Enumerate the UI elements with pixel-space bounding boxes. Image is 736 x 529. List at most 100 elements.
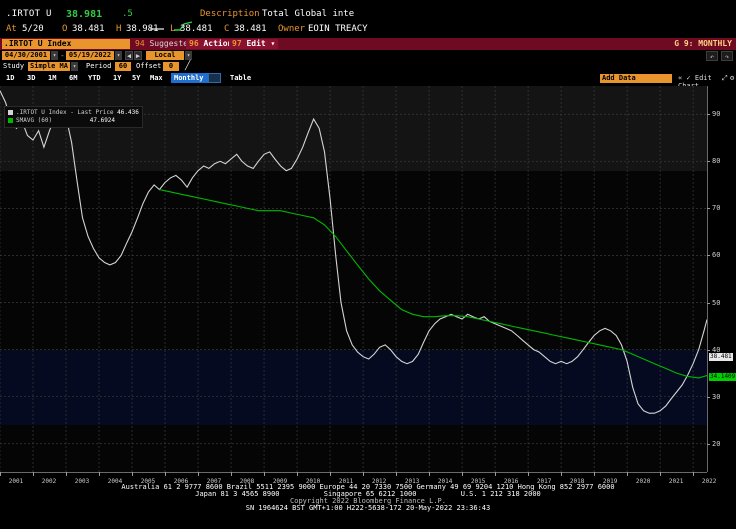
sparkline-icon: [150, 21, 193, 31]
date-axis-tick: [99, 472, 101, 476]
date-axis-label: 2016: [503, 478, 519, 485]
footer-session-info: SN 1964624 BST GMT+1:00 H222-5638-172 20…: [245, 504, 491, 512]
settings-gear-icon[interactable]: ⚙: [730, 74, 735, 82]
security-header: .IRTOT U 38.981 .5 Description Total Glo…: [0, 0, 736, 38]
screen-code-label: G 9: MONTHLY: [674, 39, 732, 48]
edit-number: 97: [232, 39, 242, 48]
table-button[interactable]: Table: [230, 74, 252, 82]
shift-back-button[interactable]: ◀: [125, 51, 133, 60]
range-ytd[interactable]: YTD: [88, 74, 101, 82]
date-axis: 2001 2002 2003 2004 2005 2006 2007 2008 2009 2010…: [0, 472, 736, 494]
chart-series-line: [0, 90, 707, 414]
price-axis-tick: [707, 255, 710, 257]
study-dropdown-icon[interactable]: ▾: [71, 62, 78, 71]
edit-button[interactable]: 97 Edit ▾: [229, 39, 279, 49]
date-axis-tick: [594, 472, 596, 476]
date-axis-tick: [462, 472, 464, 476]
date-axis-label: 2014: [437, 478, 453, 485]
end-date-calendar-icon[interactable]: ▾: [115, 51, 122, 60]
date-axis-label: 2010: [305, 478, 321, 485]
date-axis-tick: [0, 472, 1, 476]
open-label: O: [62, 24, 68, 34]
date-axis-tick: [528, 472, 530, 476]
ticker-symbol: .IRTOT U: [6, 9, 52, 19]
price-axis-label: 40: [712, 345, 721, 354]
redo-icon[interactable]: ↷: [721, 51, 733, 61]
range-1m[interactable]: 1M: [48, 74, 57, 82]
chart-area[interactable]: 20 30 40 50 60 70 80 90 38.481 34.1409: [0, 86, 736, 472]
legend-sma-name: SMAVG (60): [16, 117, 53, 124]
close-value: 38.481: [234, 24, 267, 34]
date-axis-tick: [132, 472, 134, 476]
date-axis-tick: [297, 472, 299, 476]
chart-shaded-band: [0, 86, 707, 171]
range-max[interactable]: Max: [150, 74, 163, 82]
price-axis-label: 90: [712, 110, 721, 119]
legend-swatch-sma: [8, 118, 13, 123]
open-value: 38.481: [72, 24, 105, 34]
date-axis-label: 2001: [8, 478, 24, 485]
price-axis-tick: [707, 302, 710, 304]
date-axis-tick: [231, 472, 233, 476]
date-axis-label: 2017: [536, 478, 552, 485]
chart-svg: [0, 86, 707, 472]
price-axis-label: 70: [712, 204, 721, 213]
range-3d[interactable]: 3D: [27, 74, 36, 82]
date-axis-label: 2019: [602, 478, 618, 485]
footer-australia: Australia 61 2 9777 8600: [121, 483, 223, 491]
price-axis-label: 20: [712, 439, 721, 448]
date-axis-label: 2020: [635, 478, 651, 485]
line-style-icon[interactable]: ╱: [185, 61, 191, 71]
legend-series-meta: Last Price: [77, 109, 114, 116]
price-axis-label: 30: [712, 392, 721, 401]
edit-label: Edit: [246, 39, 266, 48]
toolbar-row-primary: [0, 38, 736, 50]
start-date-calendar-icon[interactable]: ▾: [51, 51, 58, 60]
chart-type-icon[interactable]: [208, 73, 221, 83]
start-date-input[interactable]: 04/30/2001: [2, 51, 50, 60]
chart-plot[interactable]: [0, 86, 707, 472]
range-5y[interactable]: 5Y: [132, 74, 141, 82]
currency-dropdown-icon[interactable]: ▾: [185, 51, 192, 60]
date-axis-label: 2021: [668, 478, 684, 485]
date-axis-label: 2018: [569, 478, 585, 485]
date-axis-label: 2006: [173, 478, 189, 485]
last-price: 38.981: [66, 9, 103, 20]
price-change: .5: [122, 9, 133, 19]
price-axis-line: [707, 86, 708, 472]
shift-forward-button[interactable]: ▶: [134, 51, 142, 60]
range-1d[interactable]: 1D: [6, 74, 15, 82]
period-input[interactable]: 60: [115, 62, 131, 71]
undo-icon[interactable]: ↶: [706, 51, 718, 61]
high-label: H: [116, 24, 122, 34]
date-axis-tick: [660, 472, 662, 476]
add-data-button[interactable]: Add Data: [600, 74, 672, 83]
date-axis-tick: [693, 472, 695, 476]
price-axis-tick: [707, 114, 710, 116]
study-select[interactable]: Simple MA: [28, 62, 70, 71]
end-date-input[interactable]: 05/19/2022: [66, 51, 114, 60]
price-axis-tick: [707, 396, 710, 398]
study-label: Study: [3, 62, 25, 70]
currency-select[interactable]: Local CCY: [146, 51, 184, 68]
period-label: Period: [86, 62, 112, 70]
footer-contacts-line-2: Japan 81 3 4565 8900 Singapore 65 6212 1…: [0, 490, 736, 498]
date-axis-tick: [561, 472, 563, 476]
range-6m[interactable]: 6M: [69, 74, 78, 82]
expand-icon[interactable]: ⤢: [722, 74, 728, 82]
footer-brazil: Brazil 5511 2395 9000: [226, 483, 316, 491]
date-axis-label: 2008: [239, 478, 255, 485]
actions-label: Actions: [203, 39, 238, 48]
ticker-input[interactable]: .IRTOT U Index: [2, 39, 130, 49]
interval-label: Monthly: [174, 74, 204, 82]
security-header-row-quote: .IRTOT U 38.981 .5 Description Total Glo…: [0, 9, 736, 31]
security-header-row-ohlc: At 5/20 O 38.481 H 38.981 L 38.481 C 38.…: [0, 24, 736, 37]
actions-number: 96: [189, 39, 199, 48]
range-1y[interactable]: 1Y: [113, 74, 122, 82]
terminal-footer: Australia 61 2 9777 8600 Brazil 5511 239…: [0, 483, 736, 529]
offset-input[interactable]: 0: [163, 62, 179, 71]
chart-series-line: [159, 189, 707, 379]
chart-shaded-band: [0, 349, 707, 425]
price-axis-tick: [707, 208, 710, 210]
